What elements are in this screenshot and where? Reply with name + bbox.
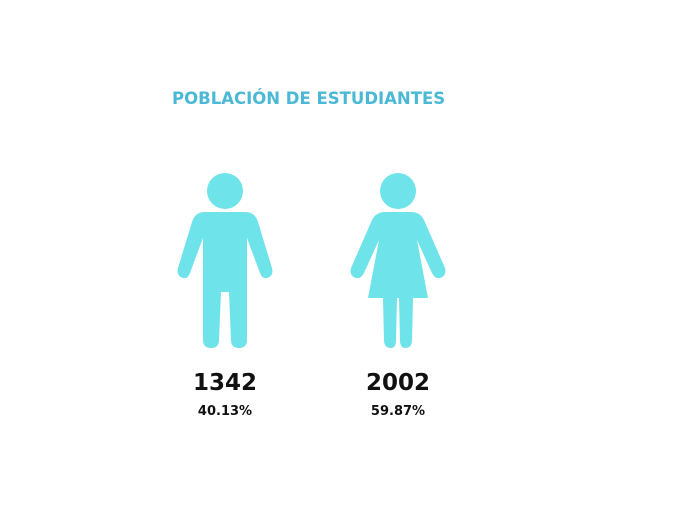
- female-percent: 59.87%: [371, 404, 425, 419]
- title: POBLACIÓN DE ESTUDIANTES: [172, 89, 445, 108]
- female-figure: [350, 173, 446, 348]
- male-body: [177, 212, 273, 348]
- male-count: 1342: [193, 370, 257, 396]
- male-percent: 40.13%: [198, 404, 252, 419]
- female-body: [350, 212, 446, 348]
- female-head: [380, 173, 416, 209]
- male-figure: [177, 173, 273, 348]
- male-head: [207, 173, 243, 209]
- female-count: 2002: [366, 370, 430, 396]
